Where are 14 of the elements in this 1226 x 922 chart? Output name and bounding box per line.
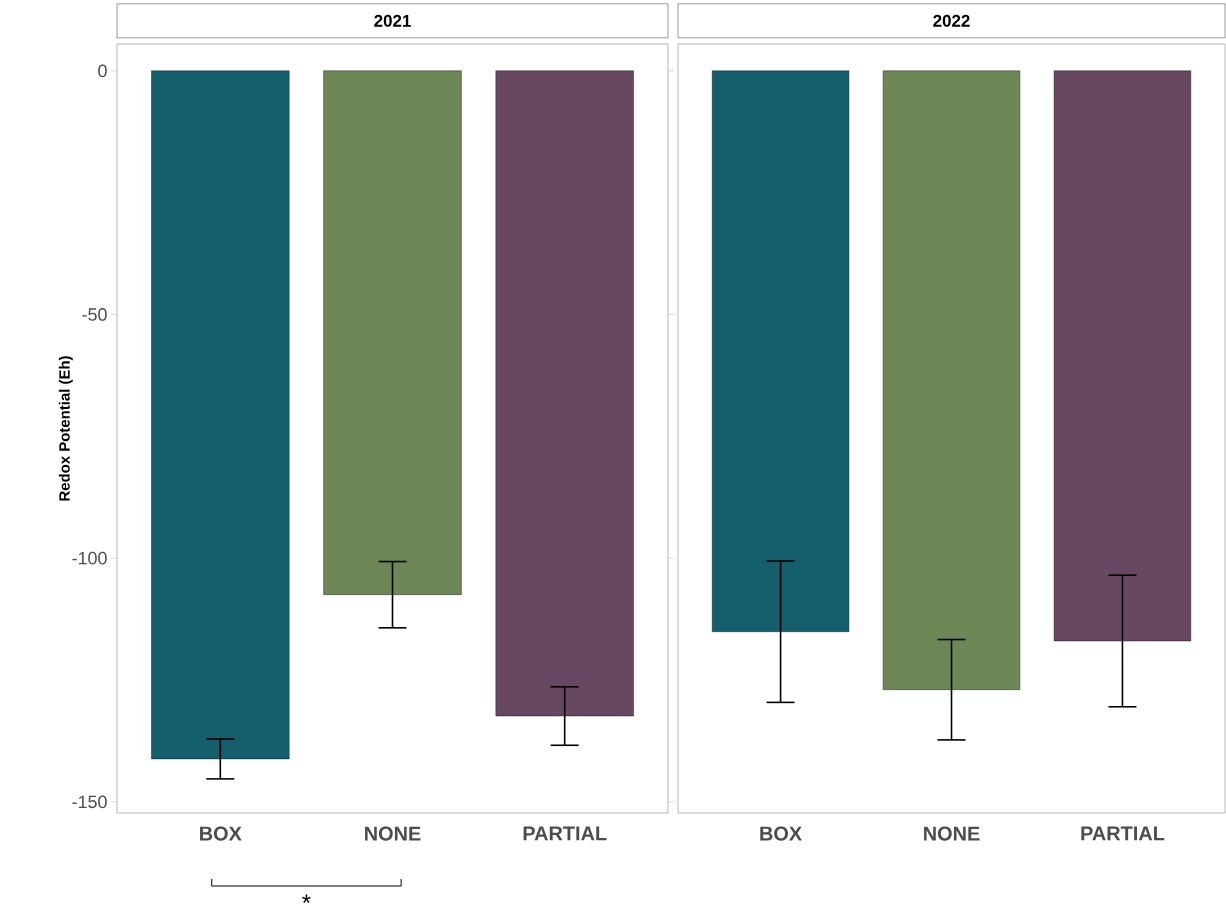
x-tick-label: NONE — [365, 826, 421, 841]
x-tick-label: BOX — [760, 826, 802, 841]
text: * — [302, 894, 311, 903]
chart-title: 2021 — [374, 14, 411, 27]
x-tick-label: PARTIAL — [523, 826, 607, 841]
y-tick-label: -150 — [72, 795, 107, 809]
y-tick-label: -50 — [82, 308, 107, 321]
y-axis-title: Redox Potential (Eh) — [58, 356, 73, 501]
y-tick-label: 0 — [98, 64, 107, 78]
chart-title: 2022 — [933, 14, 970, 27]
y-tick-label: -100 — [72, 551, 107, 565]
x-tick-label: PARTIAL — [1081, 826, 1165, 841]
x-tick-label: BOX — [200, 826, 242, 841]
x-tick-label: NONE — [924, 826, 980, 841]
